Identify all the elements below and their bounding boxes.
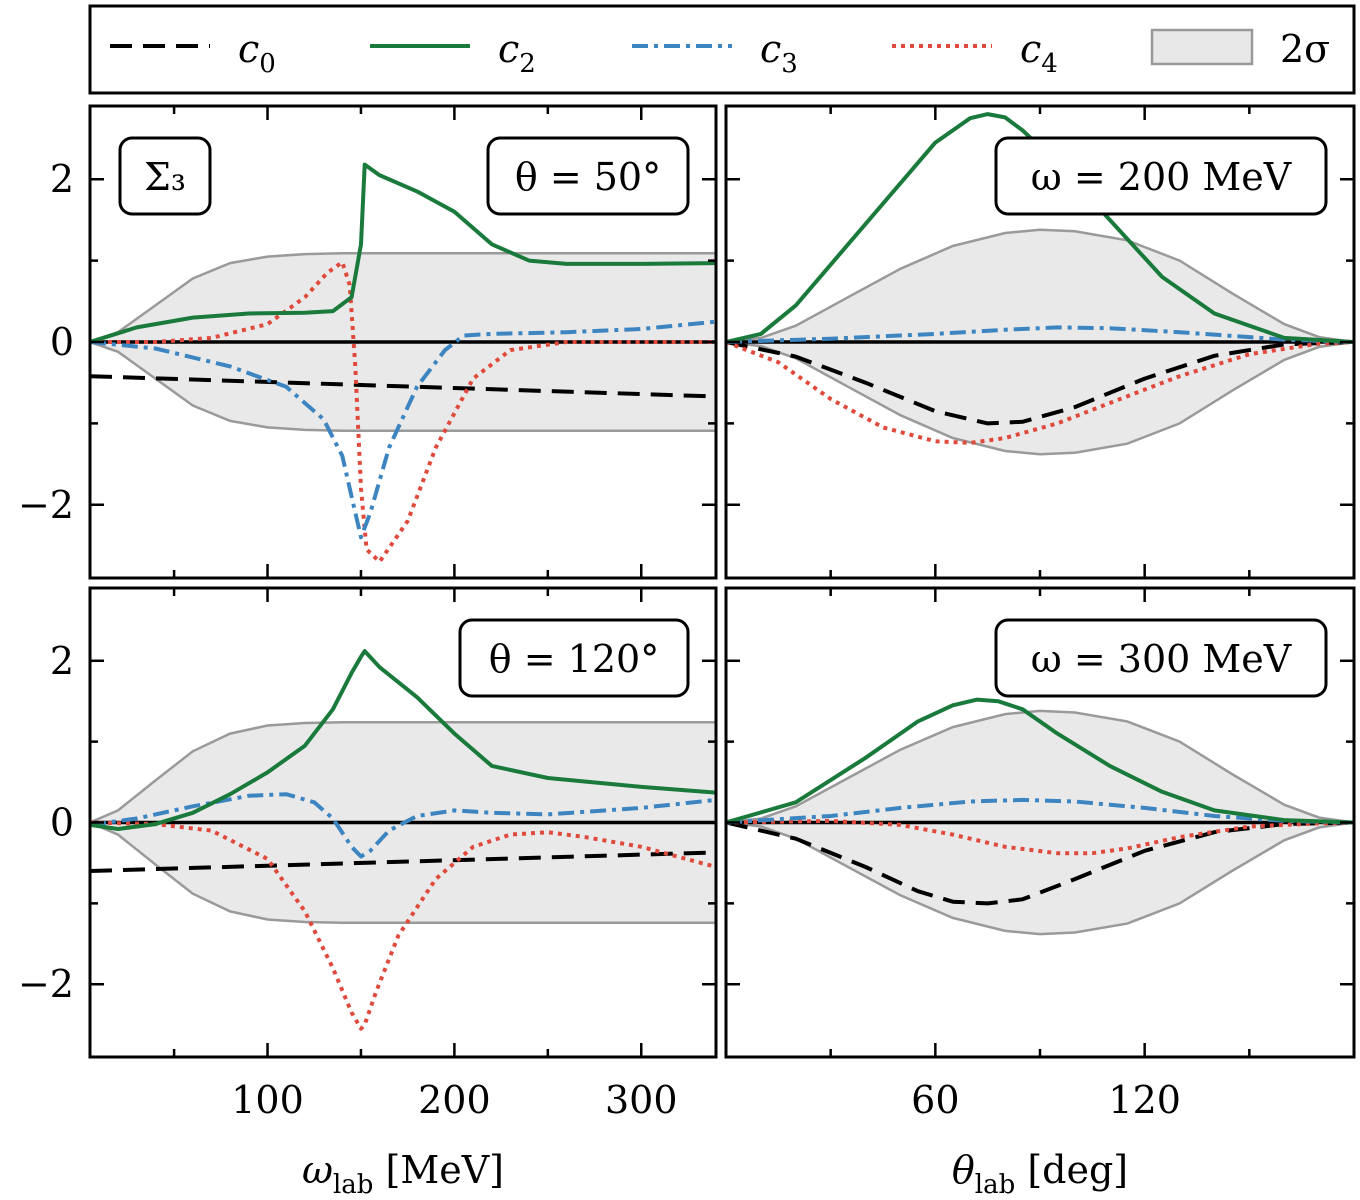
annotation-box-bottom-right (994, 618, 1328, 698)
x-tick-label: 300 (605, 1078, 678, 1122)
series-c2-bottom-left (90, 649, 716, 831)
plot-area-bottom-left (90, 649, 716, 1031)
annotation-box-top-right (994, 136, 1328, 216)
panel-bottom-left: −2 0 2 100 200 300 θ = 120° (18, 586, 718, 1122)
x-tick-label: 200 (418, 1078, 491, 1122)
y-tick-label: −2 (18, 962, 74, 1006)
annotation-box-top-left (486, 136, 690, 216)
series-c0-bottom-right (726, 820, 1354, 906)
series-c0-top-left (90, 374, 716, 399)
y-tick-label: 2 (50, 157, 74, 201)
annotation-top-right: ω = 200 MeV (1031, 155, 1292, 199)
x-tick-label: 120 (1108, 1078, 1181, 1122)
series-c3-bottom-right (726, 797, 1354, 825)
panel-top-right: ω = 200 MeV (724, 104, 1356, 580)
band-upper-edge-bottom-left (90, 720, 716, 824)
series-c4-top-left (90, 260, 716, 564)
series-c4-top-right (726, 340, 1354, 445)
band-upper-edge-top-left (90, 252, 716, 344)
legend-entry-band: 2σ (1150, 27, 1330, 71)
panel-bottom-right: 60 120 ω = 300 MeV (724, 586, 1356, 1122)
series-c0-top-right (726, 340, 1354, 426)
legend-entry-c2: c2 (370, 27, 536, 79)
series-c3-top-left (90, 319, 716, 540)
legend-frame (88, 4, 1356, 95)
panels: −2 0 2 θ = 50° Σ₃ ω = 200 MeV −2 0 2 100 200 300 θ =… (18, 104, 1356, 1122)
band-lower-edge-top-left (90, 340, 716, 432)
band-lower-edge-bottom-right (726, 821, 1354, 936)
series-c2-bottom-right (726, 697, 1354, 825)
series-c3-top-right (726, 325, 1354, 344)
plot-area-top-left (90, 162, 716, 564)
legend-label-band: 2σ (1280, 27, 1330, 71)
band-upper-edge-top-right (726, 228, 1354, 344)
plot-area-top-right (726, 112, 1354, 456)
annotation-bottom-left: θ = 120° (489, 637, 659, 681)
band-lower-edge-top-right (726, 340, 1354, 456)
annotation-top-left: θ = 50° (515, 155, 661, 199)
x-tick-label: 60 (911, 1078, 959, 1122)
x-axis-labels: ωlab [MeV] θlab [deg] (302, 1148, 1128, 1200)
panel-top-left: −2 0 2 θ = 50° Σ₃ (18, 104, 718, 580)
legend-swatch-band (1150, 28, 1254, 66)
series-c0-bottom-left (90, 850, 716, 873)
x-axis-label-left: ωlab [MeV] (302, 1148, 504, 1200)
y-tick-label: 2 (50, 639, 74, 683)
panel-label-box (118, 136, 212, 216)
legend-label-c0: c0 (238, 27, 276, 79)
plot-area-bottom-right (726, 697, 1354, 936)
series-c4-bottom-left (90, 820, 716, 1031)
y-tick-label: 0 (50, 320, 74, 364)
legend-entry-c0: c0 (110, 27, 276, 79)
series-c4-bottom-right (726, 818, 1354, 856)
band-upper-edge-bottom-right (726, 709, 1354, 824)
annotation-box-bottom-left (458, 618, 690, 698)
series-c3-bottom-left (90, 792, 716, 859)
series-c2-top-right (726, 112, 1354, 344)
annotation-bottom-right: ω = 300 MeV (1031, 637, 1292, 681)
legend-entry-c3: c3 (632, 27, 798, 79)
legend-label-c4: c4 (1020, 27, 1058, 79)
series-c2-top-left (90, 162, 716, 344)
legend-entry-c4: c4 (892, 27, 1058, 79)
x-axis-label-right: θlab [deg] (952, 1148, 1128, 1200)
x-tick-label: 100 (231, 1078, 304, 1122)
panel-label: Σ₃ (144, 155, 186, 199)
band-lower-edge-bottom-left (90, 821, 716, 925)
legend: c0 c2 c3 c4 2σ (88, 4, 1356, 95)
legend-label-c3: c3 (760, 27, 798, 79)
legend-label-c2: c2 (498, 27, 536, 79)
y-tick-label: −2 (18, 483, 74, 527)
y-tick-label: 0 (50, 801, 74, 845)
